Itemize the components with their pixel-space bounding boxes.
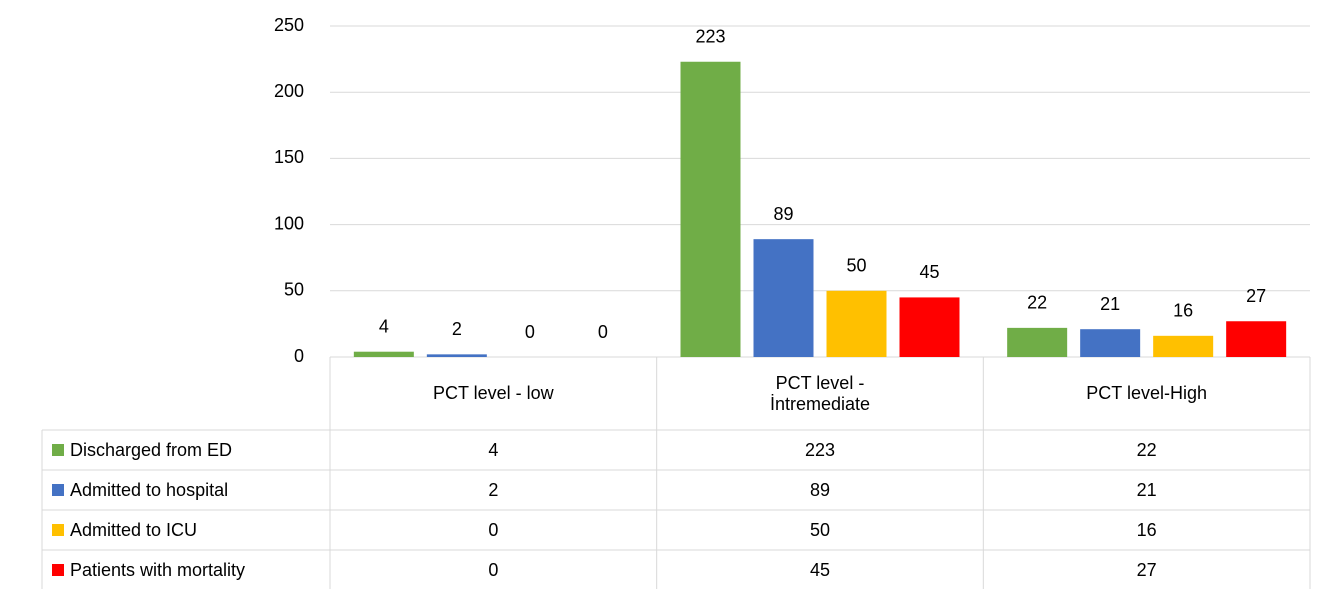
legend-key <box>52 524 64 536</box>
bar <box>1007 327 1068 357</box>
legend-label: Admitted to ICU <box>70 519 198 540</box>
bar <box>753 239 814 357</box>
x-tick-label: PCT level - low <box>432 383 554 403</box>
bar <box>353 351 414 357</box>
legend-key <box>52 564 64 576</box>
data-label: 2 <box>452 319 462 339</box>
data-label: 0 <box>525 322 535 342</box>
y-tick-label: 200 <box>274 81 304 101</box>
data-label: 22 <box>1027 293 1047 313</box>
y-tick-label: 250 <box>274 15 304 35</box>
table-value: 21 <box>1136 479 1157 500</box>
data-label: 50 <box>846 256 866 276</box>
y-tick-label: 150 <box>274 147 304 167</box>
bar <box>1226 321 1287 357</box>
table-value: 22 <box>1136 439 1157 460</box>
legend-key <box>52 484 64 496</box>
legend-label: Patients with mortality <box>70 559 246 580</box>
data-label: 89 <box>773 204 793 224</box>
legend-label: Discharged from ED <box>70 439 233 460</box>
table-value: 27 <box>1136 559 1157 580</box>
table-value: 0 <box>488 519 499 540</box>
bar <box>680 61 741 358</box>
legend-label: Admitted to hospital <box>70 479 229 500</box>
table-value: 45 <box>809 559 830 580</box>
bar <box>1080 329 1141 357</box>
legend-item: Patients with mortality <box>52 550 245 589</box>
y-tick-label: 100 <box>274 213 304 233</box>
table-value: 50 <box>809 519 830 540</box>
table-value: 223 <box>804 439 835 460</box>
data-label: 45 <box>919 262 939 282</box>
x-tick-label: PCT level - İntremediate <box>769 372 871 414</box>
y-tick-label: 0 <box>294 346 304 366</box>
legend-item: Discharged from ED <box>52 430 232 470</box>
bar <box>899 297 960 357</box>
legend-key <box>52 444 64 456</box>
table-value: 0 <box>488 559 499 580</box>
bar <box>1153 335 1214 357</box>
legend-item: Admitted to hospital <box>52 470 228 510</box>
legend-item: Admitted to ICU <box>52 510 197 550</box>
data-label: 27 <box>1246 286 1266 306</box>
bar <box>826 290 887 357</box>
data-label: 21 <box>1100 294 1120 314</box>
data-label: 4 <box>379 316 389 336</box>
data-label: 16 <box>1173 301 1193 321</box>
x-tick-label: PCT level-High <box>1086 383 1208 403</box>
table-value: 16 <box>1136 519 1157 540</box>
table-value: 89 <box>809 479 830 500</box>
data-label: 223 <box>695 26 725 46</box>
bar <box>426 354 487 357</box>
data-label: 0 <box>598 322 608 342</box>
table-value: 4 <box>488 439 499 460</box>
table-value: 2 <box>488 479 499 500</box>
y-tick-label: 50 <box>284 280 304 300</box>
